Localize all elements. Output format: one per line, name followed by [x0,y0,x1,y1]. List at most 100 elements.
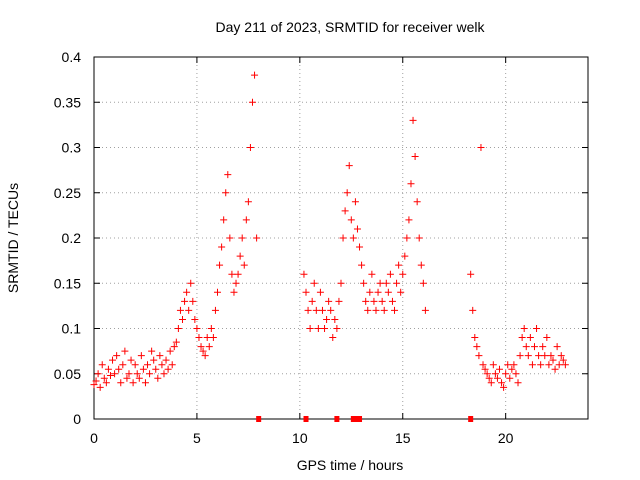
data-point [111,370,119,378]
data-point [325,297,333,305]
data-point [541,352,549,360]
data-point [207,325,215,332]
y-tick-label: 0.2 [62,230,82,246]
outage-marker [303,416,309,422]
data-point [469,306,477,314]
data-point [516,352,524,360]
data-point [524,352,532,360]
data-point [179,315,187,323]
data-point [158,361,166,369]
data-point [232,279,240,287]
data-point [224,171,232,179]
data-point [374,288,382,296]
outage-marker [256,416,262,422]
data-point [154,374,162,382]
y-tick-label: 0.15 [54,275,81,291]
data-point [141,379,149,387]
data-point [335,297,343,305]
data-point [308,297,316,305]
data-point [156,352,164,360]
data-point [485,374,493,382]
y-tick-label: 0.35 [54,94,81,110]
data-point [214,288,221,296]
data-point [302,288,310,296]
data-point [316,288,324,296]
data-point [341,207,349,215]
data-point [90,381,98,389]
data-point [555,361,563,369]
data-point [139,365,147,373]
data-point [236,252,244,260]
data-point [181,297,189,305]
data-point [504,361,512,369]
data-point [218,243,226,251]
data-point [518,334,526,342]
x-tick-labels: 0 5 10 15 20 [90,430,514,446]
data-point [306,325,314,332]
data-point [104,365,112,373]
data-point [226,234,234,242]
data-point [222,189,230,197]
data-point [152,365,160,373]
data-point [380,306,388,314]
data-point [473,343,481,351]
data-points [90,71,569,391]
data-point [172,338,180,346]
data-point [119,361,127,369]
data-point [399,270,407,278]
data-point [376,279,384,287]
data-point [510,361,518,369]
data-point [96,383,104,391]
outage-marker [468,416,474,422]
data-point [364,306,372,314]
y-tick-label: 0.4 [62,49,82,65]
data-point [191,315,199,323]
data-point [508,365,516,373]
data-point [349,234,357,242]
data-point [397,288,405,296]
data-point [195,334,203,342]
data-point [160,370,168,378]
data-point [209,334,217,342]
outage-markers [256,416,474,422]
data-point [347,216,355,224]
data-point [117,379,125,387]
data-point [530,343,538,351]
data-point [189,297,197,305]
data-point [351,198,359,206]
x-tick-label: 10 [292,430,308,446]
data-point [246,144,254,151]
data-point [150,356,158,364]
data-point [98,361,106,369]
data-point [113,352,121,360]
y-tick-label: 0.1 [62,321,82,337]
data-point [419,279,427,287]
data-point [526,334,534,342]
data-point [168,361,176,369]
data-point [535,352,543,360]
data-point [372,306,380,314]
data-point [362,297,370,305]
data-point [304,306,312,314]
data-point [345,162,353,170]
data-point [393,279,401,287]
data-point [391,306,399,314]
data-point [506,374,514,382]
data-point [137,352,145,360]
data-point [133,370,141,378]
data-point [337,279,345,287]
data-point [411,153,419,161]
data-point [185,306,193,314]
x-tick-label: 0 [90,430,98,446]
data-point [479,361,487,369]
data-point [514,379,522,387]
data-point [549,356,557,364]
data-point [475,352,483,360]
data-point [539,343,547,351]
axis-ticks [93,56,588,420]
data-point [220,216,228,224]
data-point [368,270,376,278]
data-point [248,98,256,106]
data-point [559,356,567,364]
